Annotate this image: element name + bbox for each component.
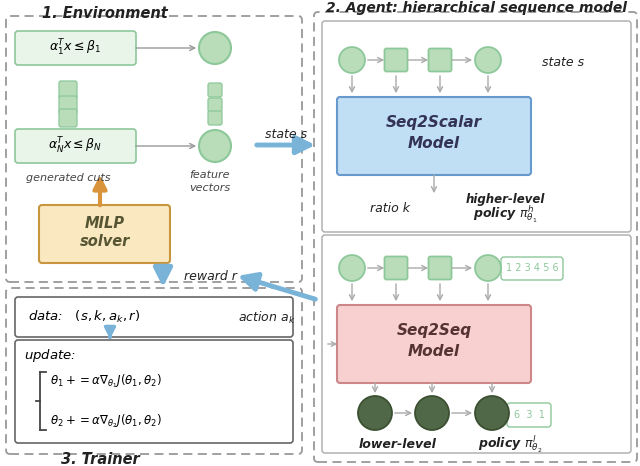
Text: $update$:: $update$: <box>24 348 76 364</box>
Circle shape <box>475 47 501 73</box>
Text: $\theta_1 += \alpha\nabla_{\theta_1}J(\theta_1, \theta_2)$: $\theta_1 += \alpha\nabla_{\theta_1}J(\t… <box>50 372 162 390</box>
Text: feature: feature <box>189 170 230 180</box>
Text: Model: Model <box>408 344 460 359</box>
FancyBboxPatch shape <box>501 257 563 280</box>
Text: 1 2 3 4 5 6: 1 2 3 4 5 6 <box>506 263 558 273</box>
FancyBboxPatch shape <box>429 256 451 280</box>
Circle shape <box>475 255 501 281</box>
FancyBboxPatch shape <box>385 256 408 280</box>
FancyBboxPatch shape <box>15 129 136 163</box>
FancyBboxPatch shape <box>337 97 531 175</box>
FancyBboxPatch shape <box>15 340 293 443</box>
Circle shape <box>199 32 231 64</box>
Circle shape <box>339 47 365 73</box>
Circle shape <box>358 396 392 430</box>
Text: ratio k: ratio k <box>370 201 410 214</box>
FancyBboxPatch shape <box>429 48 451 71</box>
FancyBboxPatch shape <box>59 109 77 127</box>
FancyBboxPatch shape <box>385 48 408 71</box>
Text: $\alpha_N^T x \leq \beta_N$: $\alpha_N^T x \leq \beta_N$ <box>48 136 102 156</box>
Text: reward r: reward r <box>184 270 236 283</box>
Circle shape <box>199 130 231 162</box>
Text: Seq2Scalar: Seq2Scalar <box>386 115 482 130</box>
FancyBboxPatch shape <box>208 83 222 97</box>
Text: $data$:   $(s, k, a_k, r)$: $data$: $(s, k, a_k, r)$ <box>28 309 140 325</box>
Text: vectors: vectors <box>189 183 230 193</box>
Circle shape <box>339 255 365 281</box>
FancyBboxPatch shape <box>59 96 77 114</box>
Text: higher-level: higher-level <box>465 193 545 206</box>
Text: $\theta_2 += \alpha\nabla_{\theta_2}J(\theta_1, \theta_2)$: $\theta_2 += \alpha\nabla_{\theta_2}J(\t… <box>50 412 162 430</box>
FancyBboxPatch shape <box>15 31 136 65</box>
Circle shape <box>475 396 509 430</box>
Text: lower-level: lower-level <box>359 438 437 451</box>
FancyBboxPatch shape <box>208 111 222 125</box>
Text: MILP: MILP <box>85 217 125 232</box>
FancyBboxPatch shape <box>322 21 631 232</box>
FancyBboxPatch shape <box>15 297 293 337</box>
Text: 6  3  1: 6 3 1 <box>513 410 545 420</box>
FancyBboxPatch shape <box>337 305 531 383</box>
FancyBboxPatch shape <box>59 81 77 99</box>
Text: $\alpha_1^T x \leq \beta_1$: $\alpha_1^T x \leq \beta_1$ <box>49 38 101 58</box>
FancyBboxPatch shape <box>39 205 170 263</box>
Text: policy $\pi^l_{\theta_2}$: policy $\pi^l_{\theta_2}$ <box>478 433 542 454</box>
Text: 3. Trainer: 3. Trainer <box>61 452 140 466</box>
Text: state s: state s <box>265 129 307 142</box>
Text: state s: state s <box>542 55 584 69</box>
Text: generated cuts: generated cuts <box>26 173 110 183</box>
Text: solver: solver <box>80 234 130 249</box>
Text: action $a_k$: action $a_k$ <box>237 310 295 326</box>
Text: Model: Model <box>408 136 460 151</box>
FancyBboxPatch shape <box>208 98 222 112</box>
FancyBboxPatch shape <box>322 235 631 453</box>
Text: 1. Environment: 1. Environment <box>42 6 168 21</box>
Circle shape <box>415 396 449 430</box>
Text: 2. Agent: hierarchical sequence model: 2. Agent: hierarchical sequence model <box>326 1 627 15</box>
Text: Seq2Seq: Seq2Seq <box>396 322 472 337</box>
Text: policy $\pi^h_{\theta_1}$: policy $\pi^h_{\theta_1}$ <box>473 204 537 225</box>
FancyBboxPatch shape <box>507 403 551 427</box>
